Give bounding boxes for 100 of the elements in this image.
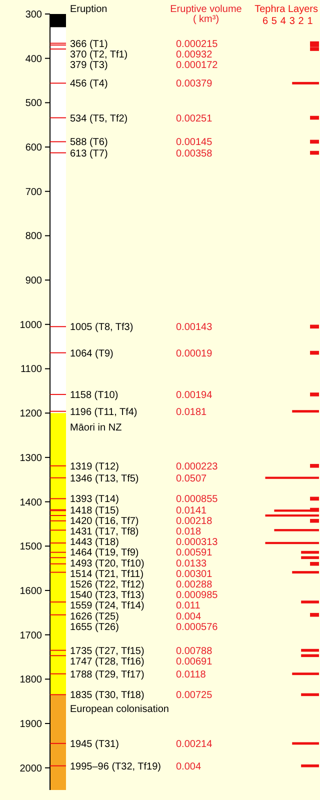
annotation: 1493 (T20, Tf10) xyxy=(70,558,144,570)
annotation: 0.000985 xyxy=(176,590,218,602)
x-tick-label: 4 xyxy=(280,16,286,27)
annotation: 0.00214 xyxy=(176,738,213,750)
annotation: 0.000172 xyxy=(176,60,218,71)
y-tick-label: 1000 xyxy=(20,320,42,331)
annotation: 0.00932 xyxy=(176,49,213,60)
annotation: 1526 (T22, Tf12) xyxy=(70,579,144,590)
annotation: 1945 (T31) xyxy=(70,738,119,750)
x-tick-label: 5 xyxy=(271,16,278,27)
x-tick-label: 6 xyxy=(262,16,268,27)
bar xyxy=(310,350,319,355)
annotation: 1835 (T30, Tf18) xyxy=(70,690,144,702)
y-tick-label: 2000 xyxy=(20,763,42,774)
y-tick-label: 400 xyxy=(25,54,42,65)
annotation: 0.0141 xyxy=(176,505,208,516)
bar xyxy=(310,324,319,329)
annotation: 534 (T5, Tf2) xyxy=(70,113,128,124)
annotation: 1196 (T11, Tf4) xyxy=(70,406,138,418)
annotation: 1735 (T27, Tf15) xyxy=(70,646,144,657)
annotation: 1464 (T19, Tf9) xyxy=(70,548,139,559)
annotation: 1420 (T16, Tf7) xyxy=(70,516,139,527)
annotation: 1559 (T24, Tf14) xyxy=(70,600,144,612)
annotation: 1005 (T8, Tf3) xyxy=(70,322,134,334)
bar xyxy=(274,529,319,532)
annotation: 1443 (T18) xyxy=(70,537,119,548)
bar xyxy=(292,82,319,84)
annotation: 0.0118 xyxy=(176,669,206,680)
annotation: 0.00145 xyxy=(176,137,213,148)
annotation: 0.00218 xyxy=(176,516,213,527)
annotation: 0.00691 xyxy=(176,656,213,668)
y-tick-label: 700 xyxy=(25,186,42,198)
annotation: 1319 (T12) xyxy=(70,461,119,472)
annotation: 0.00301 xyxy=(176,568,213,580)
bar xyxy=(310,116,319,120)
y-tick-label: 1500 xyxy=(20,542,42,553)
y-tick-label: 600 xyxy=(25,142,42,154)
annotation: 456 (T4) xyxy=(70,78,108,90)
bar xyxy=(310,612,319,617)
annotation: 0.004 xyxy=(176,611,202,622)
y-tick-label: 1400 xyxy=(20,497,42,508)
annotation: 1431 (T17, Tf8) xyxy=(70,526,139,538)
annotation: 1995–96 (T32, Tf19) xyxy=(70,761,161,772)
bar xyxy=(301,648,319,652)
annotation: 0.000855 xyxy=(176,494,218,506)
bar xyxy=(301,654,319,658)
bar xyxy=(301,556,319,560)
annotation: 0.00725 xyxy=(176,690,213,702)
annotation: 379 (T3) xyxy=(70,60,108,71)
y-tick-label: 1100 xyxy=(20,364,42,376)
bar xyxy=(310,47,319,51)
bar xyxy=(301,764,319,768)
y-tick-label: 1300 xyxy=(20,452,42,464)
annotation: 1747 (T28, Tf16) xyxy=(70,656,144,668)
annotation: 1540 (T23, Tf13) xyxy=(70,590,144,602)
annotation: 0.00251 xyxy=(176,113,213,124)
annotation: 1158 (T10) xyxy=(70,390,118,401)
annotation: 0.00788 xyxy=(176,646,213,657)
x-tick-label: 2 xyxy=(298,16,304,27)
annotation: Eruption xyxy=(70,4,108,15)
annotation: 0.011 xyxy=(176,600,201,612)
annotation: 366 (T1) xyxy=(70,38,108,50)
annotation: 0.0507 xyxy=(176,473,208,484)
annotation: 0.00288 xyxy=(176,579,213,590)
y-tick-label: 1800 xyxy=(20,674,42,686)
bar xyxy=(310,464,319,468)
y-tick-label: 300 xyxy=(25,10,42,20)
bar xyxy=(310,518,319,523)
y-tick-label: 1900 xyxy=(20,718,42,730)
annotation: 1393 (T14) xyxy=(70,494,119,506)
annotation: 0.000215 xyxy=(176,38,218,50)
annotation: 613 (T7) xyxy=(70,148,108,160)
annotation: 0.0181 xyxy=(176,406,208,418)
annotation: 0.004 xyxy=(176,761,202,772)
annotation: 1514 (T21, Tf11) xyxy=(70,568,144,580)
annotation: 0.000313 xyxy=(176,537,218,548)
annotation: 1346 (T13, Tf5) xyxy=(70,473,139,484)
annotation: 370 (T2, Tf1) xyxy=(70,49,128,60)
bar xyxy=(265,476,319,479)
bar xyxy=(310,140,319,144)
x-axis-title: Tephra Layers xyxy=(254,4,318,15)
annotation: 1064 (T9) xyxy=(70,348,114,360)
annotation: 1626 (T25) xyxy=(70,611,119,622)
y-tick-label: 800 xyxy=(25,231,42,242)
x-tick-label: 1 xyxy=(307,16,314,27)
annotation: 0.018 xyxy=(176,526,202,538)
annotation: 1655 (T26) xyxy=(70,622,119,633)
y-tick-label: 900 xyxy=(25,276,42,287)
bar xyxy=(292,742,319,745)
bar xyxy=(310,150,319,155)
y-tick-label: 500 xyxy=(25,98,42,110)
annotation: 1418 (T15) xyxy=(70,505,119,516)
bar xyxy=(310,496,319,501)
bar xyxy=(310,392,319,396)
annotation: 0.00379 xyxy=(176,78,213,90)
bar xyxy=(310,562,319,566)
annotation: 0.000576 xyxy=(176,622,218,633)
bar xyxy=(292,410,319,413)
bar xyxy=(301,550,319,554)
bar xyxy=(265,514,319,517)
